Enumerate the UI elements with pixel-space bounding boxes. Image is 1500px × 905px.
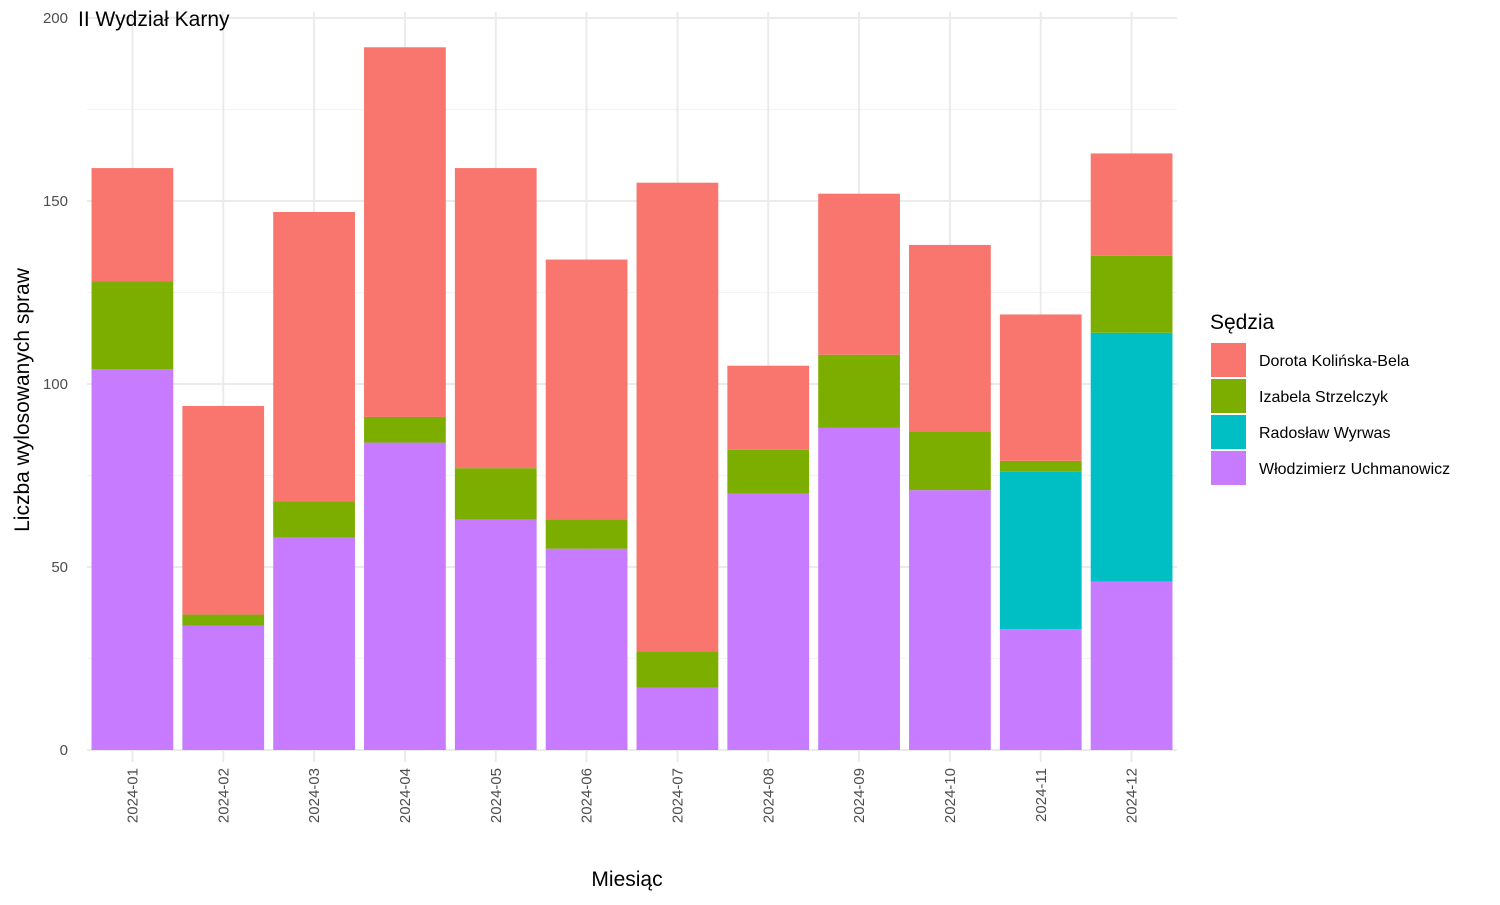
bar-segment <box>182 614 265 626</box>
y-tick-label: 150 <box>43 193 68 210</box>
legend-label: Dorota Kolińska-Bela <box>1259 353 1409 370</box>
legend-label: Izabela Strzelczyk <box>1259 389 1389 406</box>
bar-segment <box>909 244 991 432</box>
bar-segment <box>545 259 628 520</box>
bar-segment <box>818 427 900 750</box>
legend-label: Radosław Wyrwas <box>1259 425 1390 442</box>
bar-segment <box>454 468 537 520</box>
legend: Sędzia Dorota Kolińska-Bela Izabela Strze… <box>1210 311 1450 485</box>
x-tick-label: 2024-03 <box>306 768 323 823</box>
bar-segment <box>364 47 446 417</box>
bar-segment <box>909 431 991 491</box>
x-axis-ticks: 2024-01 2024-02 2024-03 2024-04 2024-05 2024-… <box>124 768 1140 823</box>
x-tick-label: 2024-06 <box>579 768 596 823</box>
bar-segment <box>273 211 355 502</box>
x-tick-label: 2024-08 <box>760 768 777 823</box>
bar-segment <box>1090 581 1173 750</box>
bar-segment <box>909 490 991 750</box>
bar-segment <box>727 365 810 450</box>
bar-segment <box>273 537 355 750</box>
bar-segment <box>182 405 265 615</box>
x-tick-label: 2024-05 <box>488 768 505 823</box>
bar-segment <box>273 501 355 538</box>
bar-segment <box>364 442 446 750</box>
bar-segment <box>545 519 628 549</box>
bar-segment <box>364 416 446 443</box>
legend-swatch <box>1211 415 1246 449</box>
bar-segment <box>91 168 174 282</box>
chart-title: II Wydział Karny <box>78 8 230 31</box>
x-tick-label: 2024-09 <box>851 768 868 823</box>
x-tick-label: 2024-04 <box>397 768 414 823</box>
x-tick-label: 2024-07 <box>669 768 686 823</box>
bar-segment <box>1090 153 1173 256</box>
x-tick-label: 2024-01 <box>124 768 141 823</box>
x-tick-label: 2024-11 <box>1033 768 1050 822</box>
y-axis-ticks: 0 50 100 150 200 <box>43 10 68 759</box>
x-tick-label: 2024-12 <box>1124 768 1141 823</box>
bar-segment <box>999 471 1082 630</box>
bar-segment <box>727 449 810 494</box>
x-axis-title: Miesiąc <box>591 868 662 891</box>
bar-segment <box>454 168 537 469</box>
x-tick-label: 2024-10 <box>942 768 959 823</box>
x-tick-label: 2024-02 <box>215 768 232 823</box>
bar-segment <box>182 625 265 750</box>
bar-segment <box>1090 255 1173 333</box>
bar-segment <box>727 493 810 750</box>
bar-segment <box>1090 332 1173 582</box>
bar-segment <box>818 354 900 428</box>
bar-segment <box>636 651 719 688</box>
bar-segment <box>545 548 628 750</box>
bar-segment <box>91 369 174 750</box>
y-tick-label: 50 <box>51 559 68 576</box>
bar-segment <box>999 629 1082 750</box>
y-axis-title: Liczba wylosowanych spraw <box>11 267 34 532</box>
y-tick-label: 200 <box>43 10 68 27</box>
bars-layer <box>91 47 1173 750</box>
bar-segment <box>636 687 719 750</box>
bar-segment <box>818 193 900 355</box>
bar-segment <box>999 314 1082 461</box>
legend-label: Włodzimierz Uchmanowicz <box>1259 461 1450 478</box>
legend-title: Sędzia <box>1210 311 1275 334</box>
y-tick-label: 0 <box>60 742 68 759</box>
bar-segment <box>999 460 1082 472</box>
legend-items: Dorota Kolińska-Bela Izabela Strzelczyk Ra… <box>1211 343 1450 485</box>
bar-segment <box>91 281 174 370</box>
bar-segment <box>636 182 719 652</box>
legend-swatch <box>1211 451 1246 485</box>
legend-swatch <box>1211 379 1246 413</box>
y-tick-label: 100 <box>43 376 68 393</box>
legend-swatch <box>1211 343 1246 377</box>
bar-segment <box>454 519 537 750</box>
